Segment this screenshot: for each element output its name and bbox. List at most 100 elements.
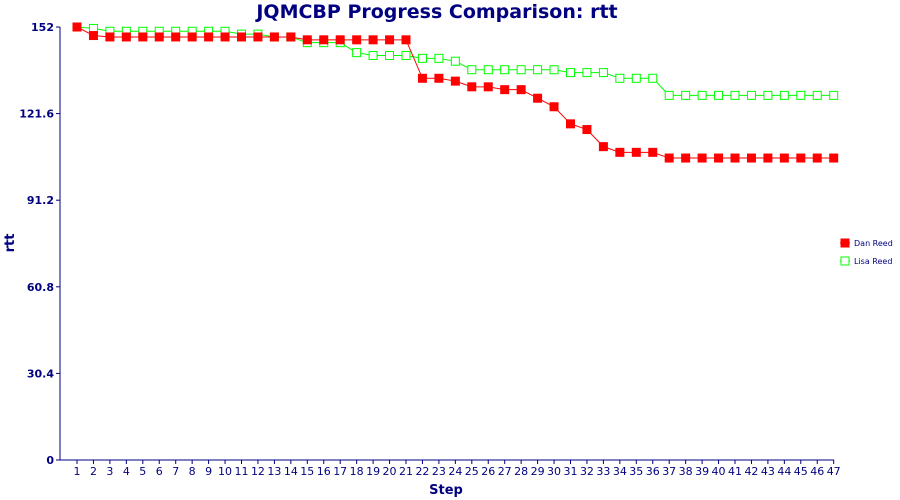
data-point xyxy=(467,65,477,75)
x-tick-label: 6 xyxy=(156,465,163,478)
data-point xyxy=(483,65,493,75)
x-tick-label: 18 xyxy=(350,465,364,478)
data-point xyxy=(582,125,592,135)
data-point xyxy=(779,153,789,163)
data-point xyxy=(648,147,658,157)
x-tick-label: 32 xyxy=(580,465,594,478)
data-point xyxy=(763,153,773,163)
data-point xyxy=(368,50,378,60)
y-tick-label: 152 xyxy=(31,21,54,34)
x-tick-label: 36 xyxy=(646,465,660,478)
x-tick-label: 23 xyxy=(432,465,446,478)
data-point xyxy=(401,50,411,60)
data-point xyxy=(664,90,674,100)
data-point xyxy=(648,73,658,83)
x-tick-label: 8 xyxy=(189,465,196,478)
data-point xyxy=(286,32,296,42)
data-point xyxy=(812,153,822,163)
x-tick-label: 19 xyxy=(366,465,380,478)
x-tick-label: 46 xyxy=(810,465,824,478)
data-point xyxy=(500,65,510,75)
data-point xyxy=(763,90,773,100)
x-tick-label: 2 xyxy=(90,465,97,478)
data-point xyxy=(582,68,592,78)
x-tick-label: 34 xyxy=(613,465,627,478)
data-point xyxy=(352,48,362,58)
x-tick-label: 1 xyxy=(74,465,81,478)
y-ticks: 0 30.4 60.8 91.2 121.6 152 xyxy=(19,21,60,467)
data-point xyxy=(72,22,82,32)
series-layer xyxy=(72,22,839,163)
data-point xyxy=(664,153,674,163)
y-tick-label: 121.6 xyxy=(19,108,54,121)
x-tick-label: 20 xyxy=(383,465,397,478)
x-tick-label: 22 xyxy=(415,465,429,478)
data-point xyxy=(631,73,641,83)
data-point xyxy=(450,56,460,66)
data-point xyxy=(533,65,543,75)
data-point xyxy=(204,32,214,42)
x-tick-label: 40 xyxy=(712,465,726,478)
x-tick-label: 10 xyxy=(218,465,232,478)
x-tick-label: 45 xyxy=(794,465,808,478)
data-point xyxy=(417,73,427,83)
x-tick-label: 16 xyxy=(317,465,331,478)
data-point xyxy=(697,90,707,100)
data-point xyxy=(812,90,822,100)
x-tick-label: 7 xyxy=(172,465,179,478)
x-tick-label: 44 xyxy=(777,465,791,478)
x-tick-label: 47 xyxy=(827,465,841,478)
data-point xyxy=(730,90,740,100)
legend-marker xyxy=(840,238,850,248)
data-point xyxy=(516,85,526,95)
x-tick-label: 33 xyxy=(596,465,610,478)
legend-marker xyxy=(840,256,850,266)
legend-label: Dan Reed xyxy=(854,239,893,248)
data-point xyxy=(746,153,756,163)
data-point xyxy=(714,90,724,100)
y-axis-title: rtt xyxy=(3,234,18,253)
x-tick-label: 11 xyxy=(235,465,249,478)
data-point xyxy=(187,32,197,42)
data-point xyxy=(335,35,345,45)
y-tick-label: 0 xyxy=(46,454,54,467)
data-point xyxy=(352,35,362,45)
x-tick-label: 43 xyxy=(761,465,775,478)
data-point xyxy=(598,142,608,152)
data-point xyxy=(681,153,691,163)
data-point xyxy=(450,76,460,86)
x-tick-label: 42 xyxy=(744,465,758,478)
x-tick-label: 28 xyxy=(514,465,528,478)
x-tick-label: 3 xyxy=(106,465,113,478)
x-tick-label: 17 xyxy=(333,465,347,478)
data-point xyxy=(796,90,806,100)
x-tick-label: 26 xyxy=(481,465,495,478)
data-point xyxy=(566,119,575,129)
data-point xyxy=(319,35,329,45)
data-point xyxy=(105,32,115,42)
x-tick-label: 31 xyxy=(564,465,578,478)
data-point xyxy=(697,153,707,163)
y-tick-label: 91.2 xyxy=(27,194,54,207)
x-tick-label: 41 xyxy=(728,465,742,478)
data-point xyxy=(681,90,691,100)
data-point xyxy=(121,32,131,42)
data-point xyxy=(829,90,839,100)
x-tick-label: 14 xyxy=(284,465,298,478)
data-point xyxy=(138,32,148,42)
data-point xyxy=(516,65,526,75)
data-point xyxy=(500,85,510,95)
data-point xyxy=(598,68,608,78)
data-point xyxy=(615,147,625,157)
data-point xyxy=(154,32,164,42)
data-point xyxy=(467,82,477,92)
data-point xyxy=(417,53,427,63)
data-point xyxy=(829,153,839,163)
data-point xyxy=(714,153,724,163)
x-tick-label: 13 xyxy=(267,465,281,478)
data-point xyxy=(549,102,559,112)
data-point xyxy=(434,53,444,63)
data-point xyxy=(483,82,493,92)
data-point xyxy=(746,90,756,100)
data-point xyxy=(88,31,98,41)
